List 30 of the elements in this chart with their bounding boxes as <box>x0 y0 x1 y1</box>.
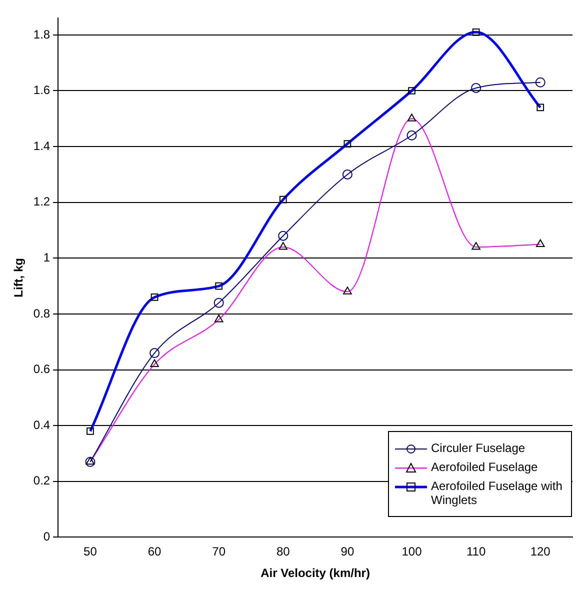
y-tick-label: 1.8 <box>33 27 50 42</box>
point <box>342 169 352 180</box>
y-tick-label: 1.4 <box>33 138 50 153</box>
y-tick-label: 0 <box>43 530 50 544</box>
legend-label: Aerofoiled Fuselage <box>431 460 538 474</box>
x-tick-label: 60 <box>148 544 162 559</box>
legend-label: Aerofoiled Fuselage with Winglets <box>431 479 564 507</box>
y-tick-label: 1.6 <box>33 83 50 98</box>
point <box>214 298 224 308</box>
y-tick-label: 1 <box>43 250 50 264</box>
legend-label: Circuler Fuselage <box>431 441 526 455</box>
x-tick-label: 70 <box>212 544 226 559</box>
point <box>471 82 482 93</box>
x-tick-label: 90 <box>340 544 354 559</box>
y-tick-label: 1.2 <box>33 194 50 209</box>
x-tick-label: 80 <box>276 544 290 559</box>
y-tick-label: 0.2 <box>33 474 50 488</box>
y-tick-label: 0.6 <box>33 362 50 376</box>
point <box>406 130 417 140</box>
point <box>278 230 288 241</box>
point <box>150 348 160 358</box>
x-tick-label: 50 <box>84 544 98 559</box>
y-axis-title: Lift, kg <box>12 258 26 298</box>
y-tick-label: 0.4 <box>33 418 50 432</box>
point <box>535 77 546 88</box>
y-tick-label: 0.8 <box>33 306 50 320</box>
x-axis-title: Air Velocity (km/hr) <box>260 566 370 580</box>
x-tick-label: 100 <box>402 544 422 559</box>
x-tick-label: 120 <box>530 544 551 559</box>
x-tick-label: 110 <box>466 544 486 559</box>
